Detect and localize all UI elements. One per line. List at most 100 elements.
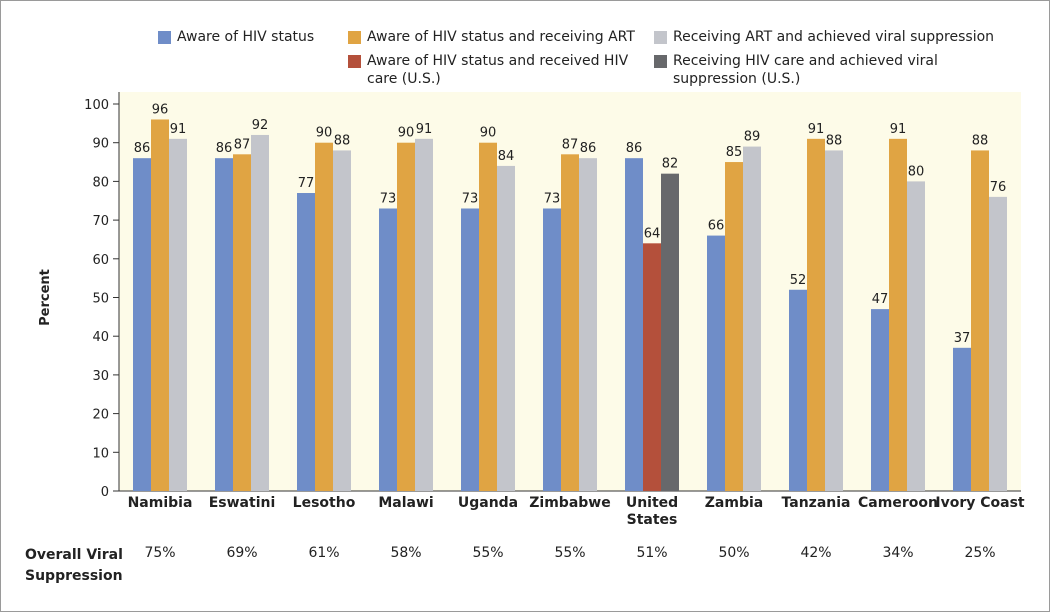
y-tick-label: 100 bbox=[84, 98, 109, 113]
overall-label: Overall Viral Suppression bbox=[25, 547, 123, 584]
bar bbox=[315, 142, 333, 491]
bar bbox=[233, 154, 251, 491]
bar bbox=[953, 347, 971, 491]
y-tick-label: 80 bbox=[92, 175, 109, 190]
x-tick-label: Namibia bbox=[127, 495, 193, 511]
data-label: 76 bbox=[990, 180, 1007, 195]
y-tick-label: 40 bbox=[92, 330, 109, 345]
data-label: 91 bbox=[416, 122, 433, 137]
bar bbox=[989, 196, 1007, 491]
bar bbox=[743, 146, 761, 491]
x-tick-label: Malawi bbox=[378, 495, 434, 511]
legend-swatch bbox=[158, 31, 171, 44]
overall-value: 55% bbox=[554, 545, 586, 561]
bar bbox=[825, 150, 843, 491]
data-label: 86 bbox=[626, 141, 643, 156]
legend-label: Aware of HIV status and received HIV car… bbox=[367, 53, 629, 87]
data-label: 91 bbox=[890, 122, 907, 137]
data-label: 52 bbox=[790, 273, 807, 288]
data-label: 91 bbox=[170, 122, 187, 137]
y-tick-label: 70 bbox=[92, 214, 109, 229]
bar bbox=[251, 134, 269, 491]
data-label: 84 bbox=[498, 149, 515, 164]
x-tick-label: Tanzania bbox=[781, 495, 851, 511]
x-tick-label: Zambia bbox=[704, 495, 764, 511]
x-tick-label: Ivory Coast bbox=[935, 495, 1025, 511]
bar bbox=[907, 181, 925, 491]
y-tick-label: 20 bbox=[92, 408, 109, 423]
data-label: 90 bbox=[480, 126, 497, 141]
bar bbox=[333, 150, 351, 491]
bar bbox=[543, 208, 561, 492]
data-label: 90 bbox=[316, 126, 333, 141]
legend-swatch bbox=[348, 31, 361, 44]
overall-value: 34% bbox=[882, 545, 914, 561]
bar bbox=[707, 235, 725, 491]
legend-swatch bbox=[348, 55, 361, 68]
data-label: 82 bbox=[662, 157, 679, 172]
bar bbox=[497, 165, 515, 492]
bar bbox=[725, 162, 743, 492]
bar bbox=[579, 158, 597, 491]
data-label: 96 bbox=[152, 102, 169, 117]
overall-value: 69% bbox=[226, 545, 258, 561]
x-tick-label: Eswatini bbox=[208, 495, 276, 511]
bar bbox=[625, 158, 643, 491]
bar bbox=[889, 138, 907, 491]
bar bbox=[807, 138, 825, 491]
bar bbox=[461, 208, 479, 492]
y-tick-label: 10 bbox=[92, 446, 109, 461]
y-tick-label: 0 bbox=[101, 485, 109, 500]
data-label: 86 bbox=[134, 141, 151, 156]
data-label: 66 bbox=[708, 219, 725, 234]
overall-value: 75% bbox=[144, 545, 176, 561]
overall-value: 42% bbox=[800, 545, 832, 561]
bar bbox=[871, 309, 889, 491]
bar bbox=[297, 193, 315, 491]
legend-label: Aware of HIV status and receiving ART bbox=[367, 29, 635, 45]
bar bbox=[133, 158, 151, 491]
data-label: 88 bbox=[334, 133, 351, 148]
overall-value: 25% bbox=[964, 545, 996, 561]
legend-swatch bbox=[654, 31, 667, 44]
overall-value: 58% bbox=[390, 545, 422, 561]
legend-label: Receiving HIV care and achieved viral su… bbox=[673, 53, 938, 87]
data-label: 89 bbox=[744, 130, 761, 145]
bar bbox=[971, 150, 989, 491]
y-tick-label: 90 bbox=[92, 137, 109, 152]
data-label: 90 bbox=[398, 126, 415, 141]
data-label: 37 bbox=[954, 331, 971, 346]
bar bbox=[379, 208, 397, 492]
data-label: 64 bbox=[644, 226, 661, 241]
x-tick-label: Uganda bbox=[457, 495, 519, 511]
data-label: 92 bbox=[252, 118, 269, 133]
legend-label: Receiving ART and achieved viral suppres… bbox=[673, 29, 995, 45]
x-tick-label: United States bbox=[625, 495, 679, 528]
bar bbox=[415, 138, 433, 491]
x-tick-label: Zimbabwe bbox=[529, 495, 611, 511]
data-label: 86 bbox=[216, 141, 233, 156]
bar bbox=[397, 142, 415, 491]
bar bbox=[643, 243, 661, 491]
data-label: 73 bbox=[544, 191, 561, 206]
y-axis-label: Percent bbox=[38, 269, 53, 326]
data-label: 47 bbox=[872, 292, 889, 307]
x-tick-label: Cameroon bbox=[858, 495, 938, 511]
bar bbox=[479, 142, 497, 491]
y-tick-label: 30 bbox=[92, 369, 109, 384]
bar bbox=[561, 154, 579, 491]
legend-swatch bbox=[654, 55, 667, 68]
data-label: 77 bbox=[298, 176, 315, 191]
x-tick-label: Lesotho bbox=[292, 495, 356, 511]
bar bbox=[215, 158, 233, 491]
bar bbox=[661, 173, 679, 491]
data-label: 88 bbox=[826, 133, 843, 148]
legend-label: Aware of HIV status bbox=[177, 29, 315, 45]
bar bbox=[169, 138, 187, 491]
data-label: 80 bbox=[908, 164, 925, 179]
data-label: 91 bbox=[808, 122, 825, 137]
data-label: 73 bbox=[380, 191, 397, 206]
data-label: 85 bbox=[726, 145, 743, 160]
